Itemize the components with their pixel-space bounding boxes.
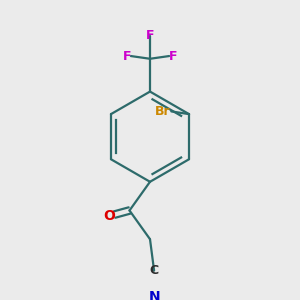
Text: F: F xyxy=(122,50,131,62)
Text: C: C xyxy=(149,264,159,277)
Text: O: O xyxy=(103,209,115,223)
Text: F: F xyxy=(169,50,178,62)
Text: N: N xyxy=(148,290,160,300)
Text: Br: Br xyxy=(155,105,171,118)
Text: F: F xyxy=(146,29,154,42)
